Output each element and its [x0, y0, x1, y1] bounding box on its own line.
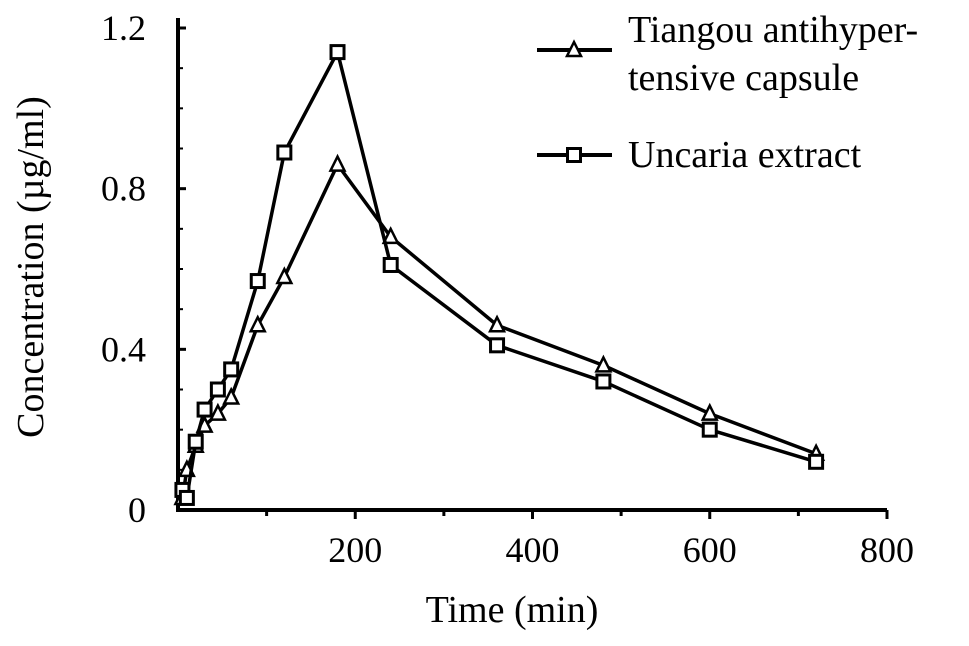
y-tick-label: 0.8: [101, 169, 146, 209]
x-axis-title: Time (min): [426, 589, 599, 631]
legend-marker-square: [566, 147, 582, 163]
series-line: [180, 50, 817, 500]
legend-marker-triangle: [564, 39, 584, 58]
y-tick-label: 1.2: [101, 8, 146, 48]
data-point-square: [701, 421, 718, 438]
series-square: [174, 44, 825, 506]
data-point-triangle: [488, 314, 507, 333]
data-point-square: [187, 433, 204, 450]
data-point-triangle: [208, 402, 227, 421]
x-tick-label: 400: [506, 530, 560, 570]
data-point-square: [178, 489, 195, 506]
series-layer: [173, 44, 826, 506]
data-point-square: [808, 453, 825, 470]
data-point-square: [209, 381, 226, 398]
legend-label: Uncaria extract: [628, 134, 862, 176]
data-point-triangle: [275, 266, 294, 285]
data-point-triangle: [381, 226, 400, 245]
legend-entry: Tiangou antihyper-tensive capsule: [537, 9, 918, 99]
x-tick-label: 800: [860, 530, 914, 570]
data-point-triangle: [700, 402, 719, 421]
data-point-square: [223, 361, 240, 378]
x-tick-label: 200: [328, 530, 382, 570]
data-point-triangle: [328, 153, 347, 172]
legend-label: Tiangou antihyper-: [628, 9, 918, 51]
data-point-square: [196, 401, 213, 418]
data-point-square: [489, 337, 506, 354]
data-point-triangle: [222, 386, 241, 405]
legend-label: tensive capsule: [628, 57, 859, 99]
data-point-triangle: [594, 354, 613, 373]
data-point-square: [249, 273, 266, 290]
ticks: 0 0.4 0.8 1.2 200 400 600 800: [101, 8, 914, 570]
data-point-square: [276, 144, 293, 161]
y-tick-label: 0.4: [101, 329, 146, 369]
y-tick-label: 0: [128, 490, 146, 530]
data-point-triangle: [248, 314, 267, 333]
legend-entry: Uncaria extract: [537, 134, 862, 176]
x-tick-label: 600: [683, 530, 737, 570]
y-axis-title: Concentration (µg/ml): [10, 96, 52, 438]
data-point-square: [329, 44, 346, 61]
data-point-square: [382, 256, 399, 273]
legend: Tiangou antihyper-tensive capsule Uncaria…: [537, 9, 918, 176]
data-point-square: [595, 373, 612, 390]
